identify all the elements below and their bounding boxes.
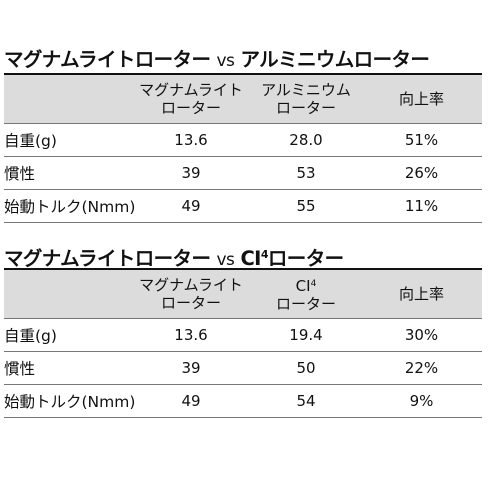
header-magnum-line1: マグナムライト [139,276,243,294]
title-product: マグナムライトローター [4,48,211,71]
cell-magnum: 13.6 [174,131,208,149]
cell-magnum: 39 [181,164,201,182]
header-improvement: 向上率 [398,90,444,108]
title-rival-tail: ローター [267,247,344,270]
cell-magnum: 13.6 [174,326,208,344]
row-label: 自重(g) [4,327,57,345]
table-row: 慣性 39 53 26% [4,157,482,190]
header-rival-line2: ローター [275,295,336,313]
cell-improvement: 30% [404,326,439,344]
header-rival-line2: ローター [275,99,336,117]
title-rival-name: CI [240,247,261,270]
header-magnum-line2: ローター [160,294,221,312]
title-vs: vs [216,250,235,270]
table-row: 始動トルク(Nmm) 49 54 9% [4,385,482,418]
title-rival-sup: 4 [260,248,269,261]
header-magnum-line2: ローター [160,99,221,117]
row-label: 始動トルク(Nmm) [4,198,136,216]
header-rival-line1: アルミニウム [261,81,351,99]
header-magnum: マグナムライト ローター [116,75,266,123]
header-rival-name: CI [295,277,311,295]
header-magnum: マグナムライト ローター [116,270,266,318]
table-top-rule [4,268,482,270]
cell-magnum: 49 [181,197,201,215]
cell-rival: 54 [296,392,316,410]
row-label: 自重(g) [4,132,57,150]
table-title: マグナムライトローター vs CI4ローター [4,242,482,270]
table-header-row: マグナムライト ローター CI4 ローター 向上率 [4,270,482,319]
row-label: 慣性 [4,360,36,378]
cell-improvement: 22% [404,359,439,377]
header-rival: アルミニウム ローター [236,75,376,123]
header-magnum-line1: マグナムライト [139,81,243,99]
cell-improvement: 11% [404,197,439,215]
header-rival-line1: CI4 [296,275,317,295]
table-title: マグナムライトローター vs アルミニウムローター [4,47,482,73]
cell-magnum: 39 [181,359,201,377]
cell-magnum: 49 [181,392,201,410]
table-top-rule [4,73,482,75]
header-improvement: 向上率 [398,285,444,303]
header-rival-sup: 4 [310,279,317,289]
cell-rival: 28.0 [289,131,323,149]
comparison-table-aluminium: マグナムライトローター vs アルミニウムローター マグナムライト ローター ア… [4,47,482,223]
cell-improvement: 51% [404,131,439,149]
row-label: 慣性 [4,165,36,183]
table-row: 自重(g) 13.6 28.0 51% [4,124,482,157]
table-row: 始動トルク(Nmm) 49 55 11% [4,190,482,223]
cell-rival: 19.4 [289,326,323,344]
header-rival-name: アルミニウム [261,81,351,99]
cell-rival: 55 [296,197,316,215]
title-vs: vs [216,51,235,71]
title-product: マグナムライトローター [4,247,211,270]
cell-rival: 53 [296,164,316,182]
cell-improvement: 9% [409,392,434,410]
title-rival: アルミニウムローター [240,48,430,71]
table-header-row: マグナムライト ローター アルミニウム ローター 向上率 [4,75,482,124]
cell-rival: 50 [296,359,316,377]
table-row: 慣性 39 50 22% [4,352,482,385]
header-rival: CI4 ローター [236,270,376,318]
table-row: 自重(g) 13.6 19.4 30% [4,319,482,352]
title-rival: CI4ローター [240,247,344,270]
row-label: 始動トルク(Nmm) [4,393,136,411]
cell-improvement: 26% [404,164,439,182]
comparison-table-ci4: マグナムライトローター vs CI4ローター マグナムライト ローター CI4 … [4,242,482,418]
